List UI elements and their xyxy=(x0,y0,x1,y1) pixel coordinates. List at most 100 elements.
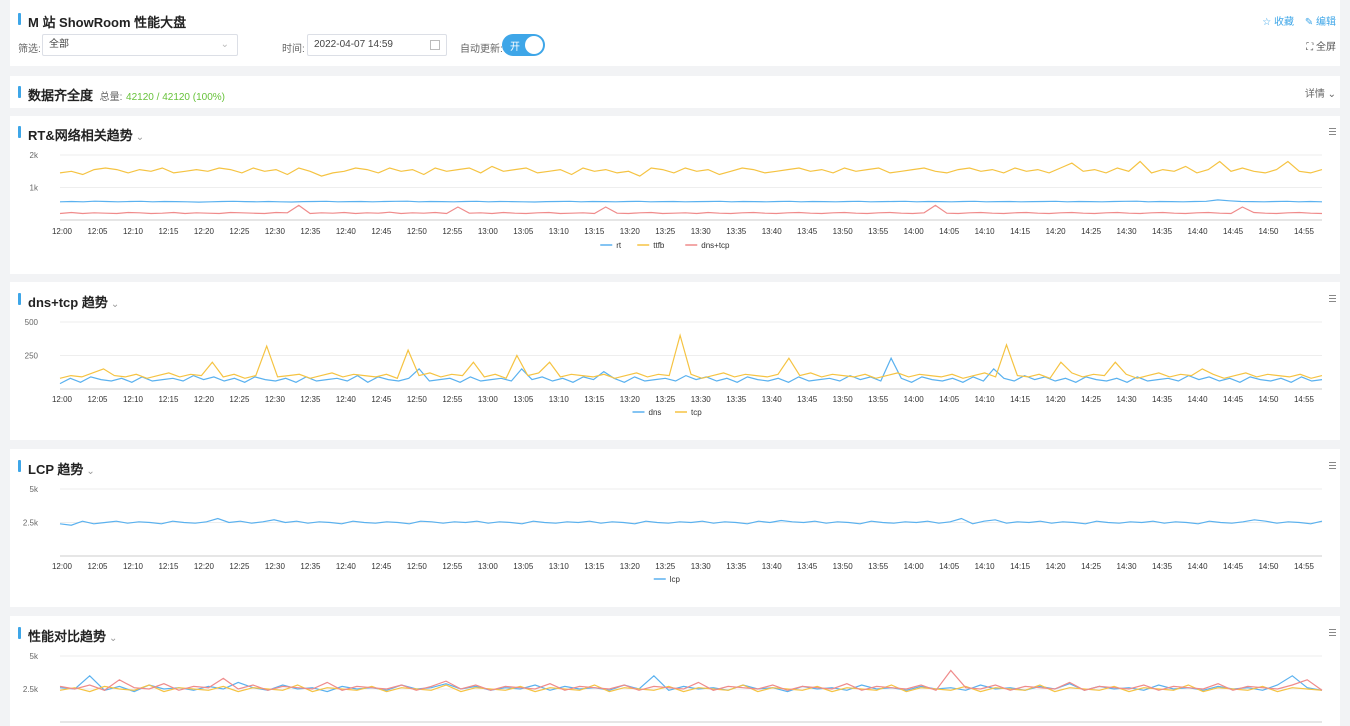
chart-title[interactable]: RT&网络相关趋势 ⌄ xyxy=(28,128,145,143)
x-tick-label: 13:30 xyxy=(691,227,712,236)
x-tick-label: 14:15 xyxy=(1010,227,1031,236)
y-tick-label: 250 xyxy=(25,352,39,361)
chevron-down-icon: ⌄ xyxy=(135,132,145,143)
y-tick-label: 5k xyxy=(30,485,39,494)
x-tick-label: 14:55 xyxy=(1294,562,1315,571)
x-tick-label: 13:10 xyxy=(549,227,570,236)
x-tick-label: 12:05 xyxy=(87,395,108,404)
x-tick-label: 12:35 xyxy=(300,227,321,236)
x-tick-label: 13:10 xyxy=(549,395,570,404)
legend-label: rt xyxy=(616,241,622,250)
completeness-card: 数据齐全度 总量: 42120 / 42120 (100%) 详情 ⌄ xyxy=(10,76,1340,108)
time-label: 时间: xyxy=(282,44,305,55)
time-picker[interactable]: 2022-04-07 14:59 xyxy=(307,34,447,56)
x-tick-label: 12:25 xyxy=(229,227,250,236)
x-tick-label: 13:00 xyxy=(478,227,499,236)
menu-icon[interactable] xyxy=(1329,629,1336,636)
x-tick-label: 13:05 xyxy=(513,227,534,236)
filter-label: 筛选: xyxy=(18,44,41,55)
toggle-knob xyxy=(525,36,543,54)
x-tick-label: 13:35 xyxy=(726,562,747,571)
toggle-text: 开 xyxy=(510,42,520,53)
x-tick-label: 12:20 xyxy=(194,562,215,571)
x-tick-label: 12:10 xyxy=(123,227,144,236)
auto-update-toggle[interactable]: 开 xyxy=(502,34,545,56)
x-tick-label: 12:50 xyxy=(407,395,428,404)
section-marker xyxy=(18,86,21,98)
x-tick-label: 12:15 xyxy=(158,562,179,571)
legend-label: ttfb xyxy=(653,241,665,250)
x-tick-label: 13:05 xyxy=(513,395,534,404)
x-tick-label: 13:45 xyxy=(797,562,818,571)
x-tick-label: 13:05 xyxy=(513,562,534,571)
chart-card-dnstcp: dns+tcp 趋势 ⌄ 250 500 12:00 12:05 12:10 12:15 12… xyxy=(10,282,1340,440)
edit-link[interactable]: ✎ 编辑 xyxy=(1304,17,1336,28)
x-tick-label: 12:20 xyxy=(194,227,215,236)
x-tick-label: 14:35 xyxy=(1152,395,1173,404)
chart-title[interactable]: 性能对比趋势 ⌄ xyxy=(28,629,118,644)
menu-icon[interactable] xyxy=(1329,128,1336,135)
x-tick-label: 12:40 xyxy=(336,395,357,404)
x-tick-label: 14:05 xyxy=(939,562,960,571)
menu-icon[interactable] xyxy=(1329,462,1336,469)
section-marker xyxy=(18,293,21,305)
x-tick-label: 13:30 xyxy=(691,562,712,571)
x-tick-label: 13:55 xyxy=(868,227,889,236)
x-tick-label: 12:45 xyxy=(371,562,392,571)
x-tick-label: 14:40 xyxy=(1188,227,1209,236)
x-tick-label: 14:10 xyxy=(975,227,996,236)
x-tick-label: 13:30 xyxy=(691,395,712,404)
x-tick-label: 12:15 xyxy=(158,227,179,236)
x-tick-label: 14:00 xyxy=(904,227,925,236)
x-tick-label: 14:40 xyxy=(1188,395,1209,404)
x-tick-label: 13:40 xyxy=(762,562,783,571)
x-tick-label: 12:45 xyxy=(371,395,392,404)
x-tick-label: 14:30 xyxy=(1117,395,1138,404)
chevron-down-icon: ⌄ xyxy=(109,633,118,644)
chart-title[interactable]: dns+tcp 趋势 ⌄ xyxy=(28,295,120,310)
x-tick-label: 14:50 xyxy=(1258,227,1279,236)
x-tick-label: 14:15 xyxy=(1010,562,1031,571)
page-title: M 站 ShowRoom 性能大盘 xyxy=(28,15,187,30)
x-tick-label: 12:15 xyxy=(158,395,179,404)
legend-label: dns+tcp xyxy=(701,241,730,250)
x-tick-label: 14:05 xyxy=(939,227,960,236)
x-tick-label: 13:50 xyxy=(833,562,854,571)
x-tick-label: 14:20 xyxy=(1046,562,1067,571)
auto-update-label: 自动更新: xyxy=(460,44,503,55)
x-tick-label: 13:45 xyxy=(797,395,818,404)
edit-icon: ✎ xyxy=(1304,17,1314,28)
x-tick-label: 12:30 xyxy=(265,395,286,404)
filter-select[interactable]: 全部 ⌄ xyxy=(42,34,238,56)
time-value: 2022-04-07 14:59 xyxy=(314,39,393,50)
x-tick-label: 14:25 xyxy=(1081,227,1102,236)
x-tick-label: 12:45 xyxy=(371,227,392,236)
menu-icon[interactable] xyxy=(1329,295,1336,302)
fullscreen-button[interactable]: ⛶ 全屏 xyxy=(1306,42,1336,53)
calendar-icon xyxy=(430,40,440,50)
x-tick-label: 12:40 xyxy=(336,227,357,236)
y-tick-label: 1k xyxy=(30,184,39,193)
completeness-title: 数据齐全度 总量: 42120 / 42120 (100%) xyxy=(28,88,226,103)
x-tick-label: 12:05 xyxy=(87,562,108,571)
x-tick-label: 13:00 xyxy=(478,562,499,571)
series-line-tcp xyxy=(59,333,1323,380)
header-card: M 站 ShowRoom 性能大盘 ☆ 收藏 ✎ 编辑 筛选: 全部 ⌄ 时间:… xyxy=(10,0,1340,66)
x-tick-label: 14:25 xyxy=(1081,395,1102,404)
x-tick-label: 12:05 xyxy=(87,227,108,236)
y-tick-label: 500 xyxy=(25,318,39,327)
x-tick-label: 13:40 xyxy=(762,227,783,236)
chart-title[interactable]: LCP 趋势 ⌄ xyxy=(28,462,95,477)
favorite-link[interactable]: ☆ 收藏 xyxy=(1262,17,1294,28)
x-tick-label: 12:00 xyxy=(52,395,73,404)
x-tick-label: 13:35 xyxy=(726,227,747,236)
x-tick-label: 12:55 xyxy=(442,562,463,571)
legend-label: dns xyxy=(649,408,662,417)
detail-link[interactable]: 详情 ⌄ xyxy=(1304,89,1336,100)
x-tick-label: 13:15 xyxy=(584,562,605,571)
x-tick-label: 13:55 xyxy=(868,395,889,404)
x-tick-label: 14:55 xyxy=(1294,395,1315,404)
x-tick-label: 14:45 xyxy=(1223,562,1244,571)
section-marker xyxy=(18,126,21,138)
x-tick-label: 12:30 xyxy=(265,562,286,571)
